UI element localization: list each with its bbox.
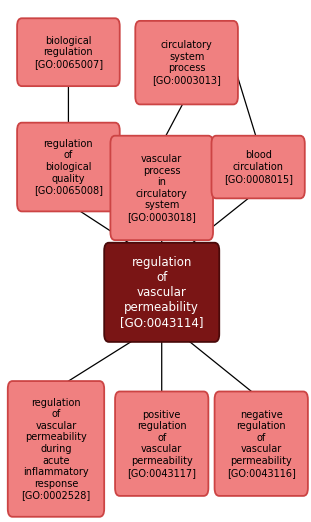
FancyBboxPatch shape <box>17 18 120 86</box>
Text: negative
regulation
of
vascular
permeability
[GO:0043116]: negative regulation of vascular permeabi… <box>227 410 296 478</box>
Text: vascular
process
in
circulatory
system
[GO:0003018]: vascular process in circulatory system [… <box>127 154 196 222</box>
FancyBboxPatch shape <box>135 21 238 104</box>
FancyBboxPatch shape <box>110 136 213 240</box>
Text: biological
regulation
[GO:0065007]: biological regulation [GO:0065007] <box>34 35 103 69</box>
FancyBboxPatch shape <box>115 392 208 496</box>
Text: blood
circulation
[GO:0008015]: blood circulation [GO:0008015] <box>224 150 293 184</box>
Text: circulatory
system
process
[GO:0003013]: circulatory system process [GO:0003013] <box>152 40 221 85</box>
FancyBboxPatch shape <box>17 123 120 211</box>
Text: regulation
of
vascular
permeability
during
acute
inflammatory
response
[GO:00025: regulation of vascular permeability duri… <box>21 398 91 500</box>
Text: regulation
of
vascular
permeability
[GO:0043114]: regulation of vascular permeability [GO:… <box>120 256 203 329</box>
Text: regulation
of
biological
quality
[GO:0065008]: regulation of biological quality [GO:006… <box>34 139 103 195</box>
FancyBboxPatch shape <box>8 381 104 517</box>
FancyBboxPatch shape <box>215 392 308 496</box>
Text: positive
regulation
of
vascular
permeability
[GO:0043117]: positive regulation of vascular permeabi… <box>127 410 196 478</box>
FancyBboxPatch shape <box>211 136 305 198</box>
FancyBboxPatch shape <box>104 243 219 342</box>
